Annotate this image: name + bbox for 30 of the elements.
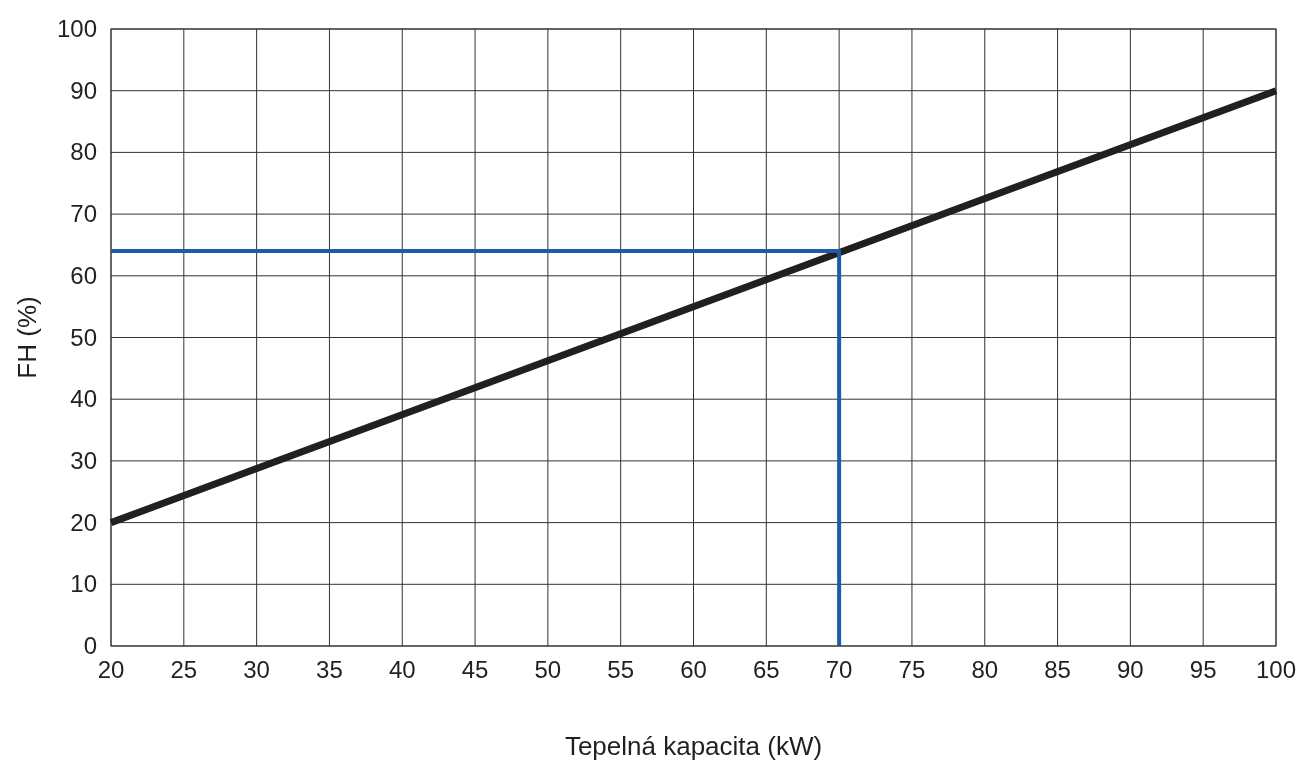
- x-tick-label: 80: [971, 656, 999, 683]
- x-tick-label: 30: [243, 656, 270, 683]
- x-tick-label: 40: [388, 656, 416, 683]
- x-axis-title: Tepelná kapacita (kW): [564, 731, 823, 761]
- x-tick-label: 55: [607, 656, 635, 683]
- x-tick-label: 75: [898, 656, 926, 683]
- y-tick-label: 0: [83, 632, 97, 659]
- x-tick-label: 25: [170, 656, 198, 683]
- x-tick-label: 95: [1189, 656, 1217, 683]
- x-tick-label: 60: [680, 656, 707, 683]
- y-tick-label: 80: [70, 138, 97, 166]
- x-tick-label: 85: [1044, 656, 1071, 683]
- x-tick-label: 100: [1255, 656, 1297, 683]
- x-tick-label: 65: [752, 656, 780, 683]
- y-tick-label: 100: [56, 15, 97, 42]
- y-tick-label: 30: [70, 446, 97, 474]
- x-tick-label: 45: [461, 656, 489, 683]
- y-tick-label: 60: [70, 261, 97, 289]
- y-tick-label: 50: [70, 323, 97, 351]
- x-tick-label: 35: [316, 656, 343, 683]
- x-tick-label: 70: [825, 656, 853, 683]
- y-tick-label: 10: [70, 570, 97, 598]
- y-tick-label: 40: [70, 385, 97, 413]
- x-tick-label: 50: [534, 656, 562, 683]
- y-tick-label: 90: [70, 76, 97, 104]
- x-tick-label: 90: [1117, 656, 1144, 683]
- y-axis-title: FH (%): [12, 296, 42, 379]
- y-tick-label: 70: [70, 200, 97, 228]
- y-tick-label: 20: [70, 508, 97, 536]
- x-tick-label: 20: [97, 656, 125, 683]
